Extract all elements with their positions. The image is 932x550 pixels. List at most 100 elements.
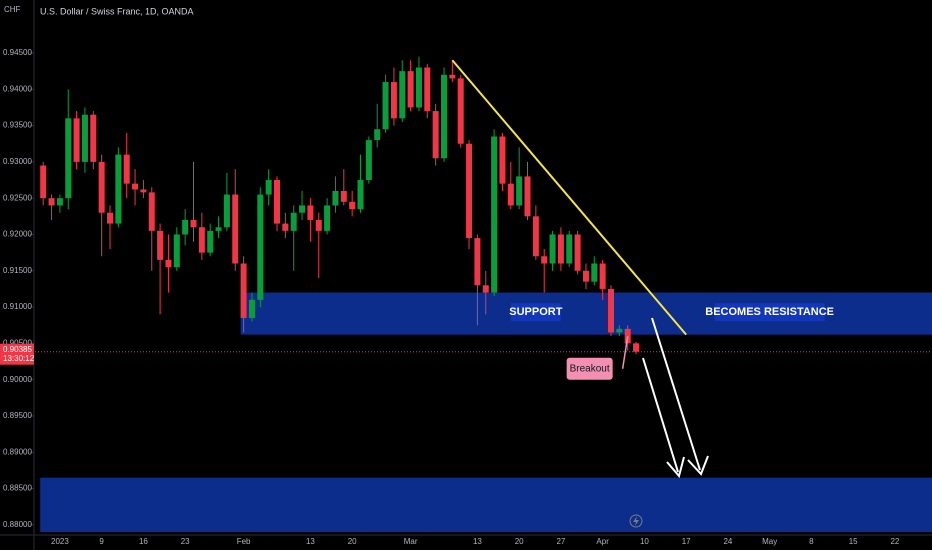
x-tick-label: 2023	[51, 537, 69, 546]
candle-body	[633, 343, 640, 352]
candle-body	[599, 263, 606, 289]
candle-body	[608, 288, 614, 333]
y-tick-label: 0.90000	[3, 375, 32, 384]
x-tick-label: 17	[682, 537, 691, 546]
resistance-label-box	[714, 303, 825, 322]
candle-body	[415, 67, 422, 108]
trendline	[451, 59, 687, 336]
candle-body	[207, 230, 214, 253]
zone	[40, 477, 932, 533]
x-tick-label: Apr	[596, 537, 609, 546]
candle-body	[332, 190, 339, 206]
x-tick-label: 8	[809, 537, 814, 546]
candle-body	[90, 114, 97, 162]
candle-body	[56, 198, 63, 206]
candle-body	[240, 263, 247, 318]
y-tick-label: 0.89500	[3, 411, 32, 420]
candle-body	[324, 205, 331, 231]
candle-body	[466, 143, 473, 239]
breakout-pointer	[621, 335, 629, 369]
candle-body	[549, 234, 556, 264]
candle-body	[474, 238, 481, 286]
candle-body	[132, 183, 139, 190]
candle-body	[449, 74, 456, 79]
x-tick-label: Mar	[404, 537, 418, 546]
currency: CHF	[4, 5, 21, 14]
candle-body	[591, 263, 598, 282]
breakout-box	[566, 357, 613, 380]
candle-body	[165, 259, 172, 268]
candle-body	[382, 82, 389, 130]
candle-body	[307, 205, 314, 220]
candle-body	[482, 285, 489, 293]
candle-body	[48, 198, 55, 206]
y-tick-label: 0.88000	[3, 520, 32, 529]
candle-body	[315, 219, 322, 231]
y-tick-label: 0.90500	[3, 338, 32, 347]
candle-body	[365, 140, 372, 181]
candle-body	[248, 299, 255, 318]
x-tick-label: 13	[306, 537, 315, 546]
candle-body	[349, 201, 356, 210]
candle-body	[616, 328, 623, 333]
candle-body	[215, 227, 222, 231]
candle-body	[432, 111, 439, 159]
x-tick-label: 15	[849, 537, 858, 546]
candle-body	[65, 118, 72, 199]
candle-body	[81, 114, 88, 162]
candle-body	[340, 190, 347, 202]
x-tick-label: 22	[890, 537, 899, 546]
candle-body	[140, 189, 147, 193]
candle-body	[232, 194, 239, 264]
candle-body	[223, 194, 230, 228]
candle-body	[357, 180, 364, 210]
last-price-box	[0, 343, 34, 365]
candle-body	[532, 216, 539, 257]
x-tick-label: 23	[181, 537, 190, 546]
x-tick-label: 13	[473, 537, 482, 546]
x-tick-label: 24	[723, 537, 732, 546]
y-tick-label: 0.92000	[3, 230, 32, 239]
y-tick-label: 0.91500	[3, 266, 32, 275]
candle-body	[507, 183, 514, 206]
y-tick-label: 0.94000	[3, 84, 32, 93]
resistance-label: BECOMES RESISTANCE	[705, 306, 834, 318]
candle-body	[424, 67, 431, 112]
x-tick-label: May	[762, 537, 777, 546]
candle-body	[123, 154, 130, 184]
candle-body	[557, 234, 564, 264]
bolt-icon	[629, 514, 643, 528]
candle-body	[457, 78, 464, 144]
candle-body	[257, 194, 264, 300]
y-tick-label: 0.89000	[3, 447, 32, 456]
y-tick-label: 0.88500	[3, 484, 32, 493]
candle-body	[374, 129, 381, 141]
arrows	[642, 317, 709, 479]
candle-body	[516, 176, 523, 206]
x-tick-label: 10	[640, 537, 649, 546]
candle-body	[40, 165, 47, 199]
candle-body	[115, 154, 122, 224]
breakout-label: Breakout	[570, 363, 610, 374]
candle-body	[491, 136, 498, 293]
candle-body	[390, 82, 397, 119]
x-tick-label: 16	[139, 537, 148, 546]
candle-body	[98, 161, 105, 213]
candle-body	[407, 71, 414, 108]
candle-body	[524, 176, 531, 217]
candle-body	[198, 227, 205, 253]
candle-body	[541, 256, 548, 264]
y-tick-label: 0.93000	[3, 157, 32, 166]
candle-body	[499, 136, 506, 184]
candle-body	[282, 223, 289, 231]
last-price-label: 0.90385	[3, 345, 32, 354]
candle-body	[148, 192, 155, 231]
x-tick-label: Feb	[237, 537, 251, 546]
y-tick-label: 0.91000	[3, 302, 32, 311]
support-label: SUPPORT	[509, 306, 562, 318]
candle-body	[582, 270, 589, 282]
chart-title: U.S. Dollar / Swiss Franc, 1D, OANDA	[40, 6, 194, 16]
candle-body	[441, 74, 447, 159]
y-tick-label: 0.94500	[3, 48, 32, 57]
